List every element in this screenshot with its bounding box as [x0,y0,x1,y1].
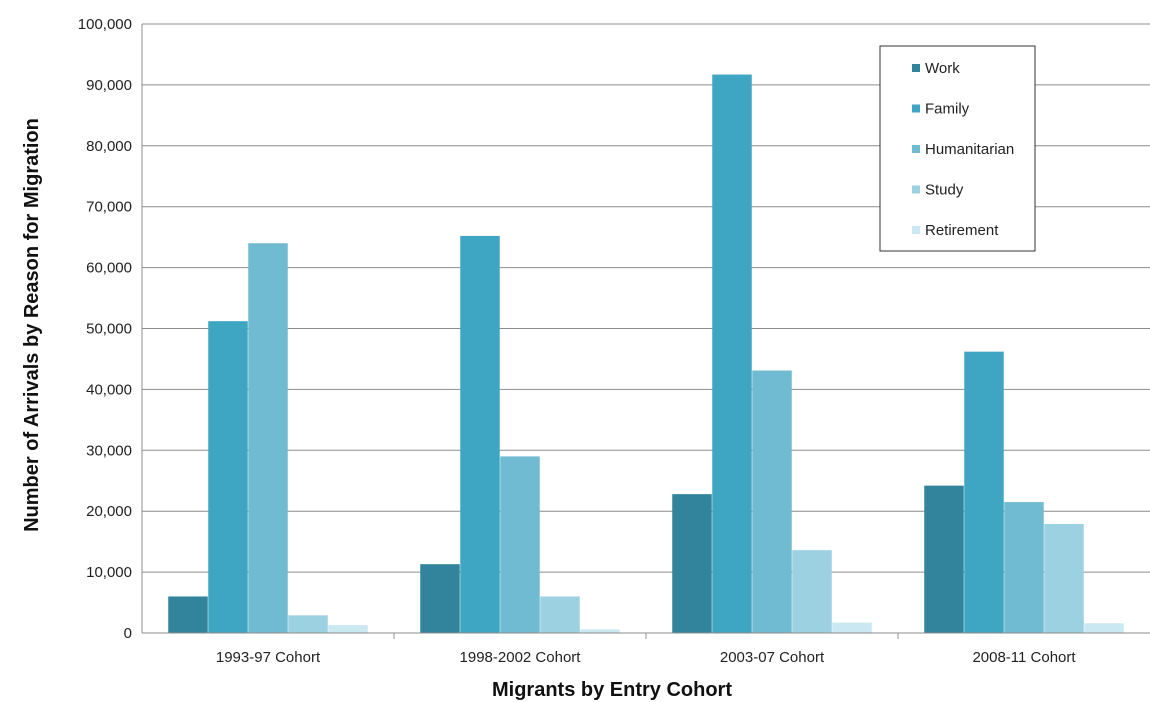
y-tick-label: 10,000 [86,564,132,581]
bar-study-4 [1044,523,1084,633]
bar-family-2 [460,235,500,633]
y-tick-label: 100,000 [78,16,132,33]
y-tick-label: 70,000 [86,199,132,216]
x-tick-label: 1993-97 Cohort [216,649,321,666]
y-tick-label: 90,000 [86,77,132,94]
x-axis-title: Migrants by Entry Cohort [492,679,732,701]
y-tick-label: 60,000 [86,260,132,277]
bar-work-2 [420,564,460,633]
y-tick-label: 0 [124,625,132,642]
legend-label-retirement: Retirement [925,222,999,239]
bar-humanitarian-2 [500,456,540,633]
bar-family-3 [712,74,752,633]
y-axis-title: Number of Arrivals by Reason for Migrati… [21,118,43,532]
legend-swatch-family [912,104,920,113]
y-tick-label: 30,000 [86,442,132,459]
bar-retirement-2 [580,629,620,633]
x-axis-ticks: 1993-97 Cohort 1998-2002 Cohort 2003-07 Co… [216,649,1077,666]
bar-humanitarian-4 [1004,502,1044,633]
legend-label-humanitarian: Humanitarian [925,141,1014,158]
bar-retirement-1 [328,625,368,633]
bar-work-3 [672,494,712,633]
legend-swatch-retirement [912,226,920,234]
y-axis-ticks: 0 10,000 20,000 30,000 40,000 50,000 60,000 70,… [78,16,132,642]
legend-swatch-study [912,185,920,194]
legend: Work Family Humanitarian Study Retirement [879,45,1036,252]
x-tick-label: 1998-2002 Cohort [460,649,582,666]
y-tick-label: 80,000 [86,138,132,155]
bar-humanitarian-1 [248,243,288,634]
bar-humanitarian-3 [752,370,792,633]
y-tick-label: 50,000 [86,321,132,338]
legend-label-family: Family [925,101,970,118]
bars [168,74,1124,634]
x-tick-label: 2003-07 Cohort [720,649,825,666]
legend-label-work: Work [925,60,960,77]
legend-swatch-humanitarian [912,145,920,153]
axes [141,24,1150,639]
bar-family-4 [964,351,1004,633]
legend-label-study: Study [925,182,964,199]
x-tick-label: 2008-11 Cohort [972,649,1076,666]
bar-family-1 [208,321,248,633]
y-tick-label: 40,000 [86,381,132,398]
y-tick-label: 20,000 [86,503,132,520]
bar-study-3 [792,550,832,633]
bar-study-2 [540,596,580,633]
bar-retirement-3 [832,622,872,633]
legend-swatch-work [912,64,920,72]
bar-study-1 [288,615,328,633]
legend-box [879,45,1036,252]
bar-work-4 [924,485,964,633]
bar-work-1 [168,596,208,633]
gridlines [142,23,1150,573]
bar-retirement-4 [1084,623,1124,633]
